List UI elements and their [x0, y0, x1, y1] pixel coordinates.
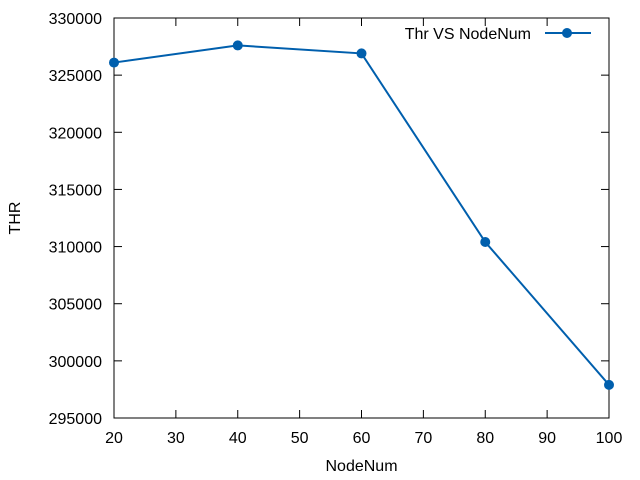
- x-tick-label: 40: [229, 430, 247, 447]
- y-tick-label: 325000: [49, 68, 102, 85]
- y-tick-label: 300000: [49, 354, 102, 371]
- y-tick-label: 310000: [49, 240, 102, 257]
- legend: Thr VS NodeNum: [405, 26, 591, 43]
- x-tick-label: 20: [105, 430, 123, 447]
- x-tick-label: 50: [291, 430, 309, 447]
- data-point: [232, 40, 243, 51]
- data-point: [356, 48, 367, 59]
- y-axis-label: THR: [7, 202, 24, 235]
- y-tick-label: 315000: [49, 182, 102, 199]
- data-point: [480, 237, 491, 247]
- x-tick-label: 30: [167, 430, 185, 447]
- ticks-layer: 20 30 40 50 60 70 80 90 100 295000 300000 305000 310…: [49, 11, 623, 447]
- y-tick-label: 295000: [49, 411, 102, 428]
- x-tick-label: 60: [353, 430, 371, 447]
- x-tick-label: 90: [538, 430, 556, 447]
- series-layer: [109, 40, 614, 390]
- data-point: [109, 57, 119, 68]
- y-tick-label: 330000: [49, 11, 102, 28]
- y-tick-label: 320000: [49, 125, 102, 142]
- y-tick-label: 305000: [49, 297, 102, 314]
- plot-frame: [113, 17, 610, 419]
- data-point: [604, 379, 614, 390]
- x-tick-label: 100: [596, 430, 623, 447]
- legend-label: Thr VS NodeNum: [405, 26, 531, 43]
- x-axis-label: NodeNum: [325, 458, 397, 475]
- x-tick-label: 80: [476, 430, 494, 447]
- legend-marker: [562, 28, 572, 38]
- x-tick-label: 70: [414, 430, 432, 447]
- series-line: [113, 44, 610, 386]
